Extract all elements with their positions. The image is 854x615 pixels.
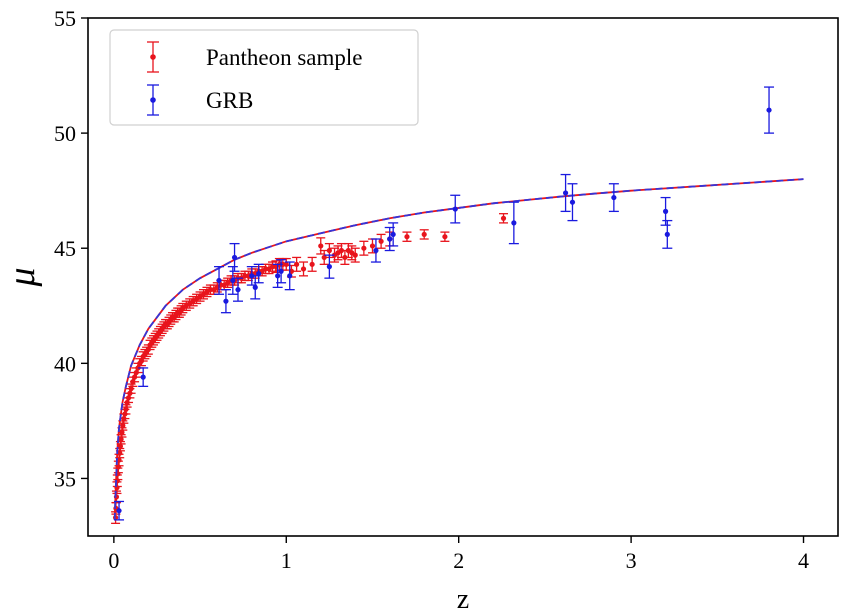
data-point <box>352 252 358 258</box>
legend-box <box>109 29 419 126</box>
fit-line-3 <box>113 178 804 520</box>
data-point <box>128 386 134 392</box>
legend: Pantheon sample GRB <box>109 29 419 126</box>
legend-label-grb: GRB <box>206 88 253 113</box>
legend-point <box>150 54 156 60</box>
data-point <box>390 231 396 238</box>
data-point <box>318 243 324 249</box>
data-point <box>664 231 670 238</box>
data-point <box>230 277 236 284</box>
x-tick-label: 2 <box>453 548 464 573</box>
data-point <box>235 287 241 293</box>
data-point <box>562 190 569 196</box>
x-axis-label: z <box>457 584 469 615</box>
y-axis-ticks: 35 40 45 50 55 <box>54 6 88 491</box>
data-point <box>256 270 262 277</box>
data-point <box>287 273 293 279</box>
data-point <box>140 374 146 380</box>
data-point <box>275 273 281 279</box>
y-tick-label: 40 <box>54 351 76 376</box>
legend-point <box>150 97 156 103</box>
data-point <box>223 298 229 304</box>
y-tick-label: 55 <box>54 6 76 31</box>
x-axis-ticks: 0 1 2 3 4 <box>108 536 809 573</box>
data-point <box>116 508 122 514</box>
series-0 <box>111 213 509 524</box>
data-point <box>216 277 222 284</box>
x-tick-label: 1 <box>281 548 292 573</box>
data-point <box>119 429 125 435</box>
data-point <box>421 231 427 238</box>
legend-marker-grb <box>147 84 159 116</box>
data-point <box>326 264 332 270</box>
legend-marker-pantheon <box>147 41 159 73</box>
axes-frame <box>87 17 839 537</box>
data-point <box>300 266 307 272</box>
x-tick-label: 4 <box>798 548 809 573</box>
data-point <box>326 247 332 254</box>
y-axis-label: μ <box>1 267 43 287</box>
y-tick-label: 45 <box>54 236 76 261</box>
data-point <box>118 436 124 442</box>
data-point <box>361 245 367 251</box>
data-point <box>117 443 124 449</box>
data-point <box>387 236 393 242</box>
data-point <box>500 215 507 221</box>
data-point <box>252 284 258 290</box>
data-point <box>442 234 448 240</box>
data-layer <box>111 86 804 524</box>
y-tick-label: 50 <box>54 121 76 146</box>
data-point <box>294 261 300 267</box>
x-tick-label: 0 <box>108 548 119 573</box>
data-point <box>766 107 772 113</box>
legend-label-pantheon: Pantheon sample <box>206 45 363 70</box>
data-point <box>231 254 238 261</box>
data-point <box>373 247 379 254</box>
data-point <box>569 199 576 205</box>
data-point <box>369 243 376 249</box>
data-point <box>511 220 517 226</box>
x-tick-label: 3 <box>626 548 637 573</box>
fit-line-2 <box>113 178 804 520</box>
data-point <box>321 254 327 261</box>
data-point <box>309 261 315 267</box>
data-point <box>123 406 129 412</box>
data-point <box>404 234 410 240</box>
y-tick-label: 35 <box>54 466 76 491</box>
data-point <box>117 450 123 456</box>
data-point <box>278 268 284 274</box>
data-point <box>120 422 126 429</box>
data-point <box>378 238 384 244</box>
data-point <box>611 194 617 201</box>
series-1 <box>114 86 775 521</box>
data-point <box>452 206 458 212</box>
data-point <box>662 208 669 214</box>
